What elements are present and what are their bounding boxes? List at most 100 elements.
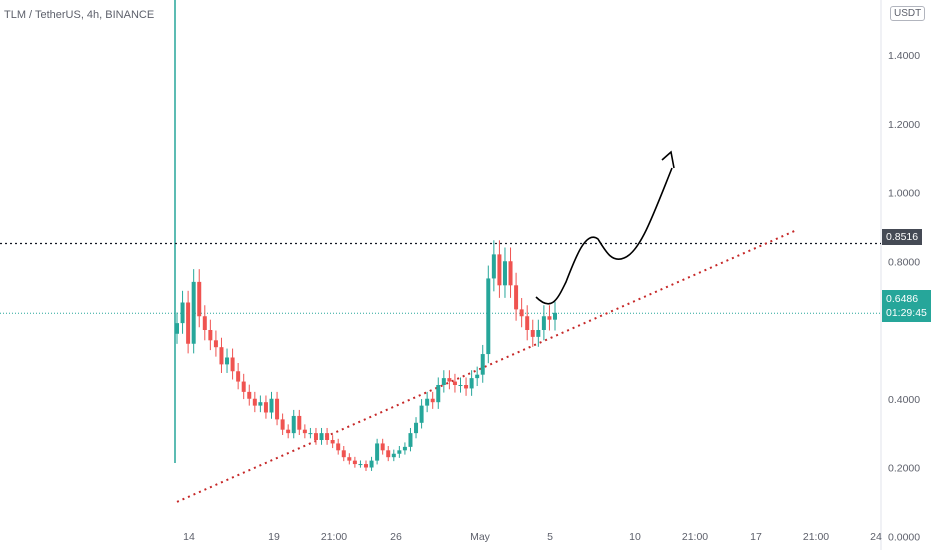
currency-unit-button[interactable]: USDT (890, 6, 926, 21)
x-tick-label: 21:00 (321, 531, 347, 543)
y-tick-label: 1.0000 (888, 188, 920, 200)
candle-body (486, 278, 491, 355)
candle-body (502, 261, 507, 286)
candle-body (430, 398, 435, 403)
candle-body (186, 302, 191, 344)
candle-body (380, 443, 385, 451)
candle-body (352, 460, 357, 465)
y-tick-label: 1.4000 (888, 50, 920, 62)
candle-body (419, 405, 424, 423)
candle-body (464, 385, 469, 389)
candle-body (547, 316, 552, 320)
candle-body (519, 309, 524, 317)
candle-body (330, 440, 335, 444)
candle-body (425, 398, 430, 406)
candle-body (197, 281, 202, 317)
candle-body (452, 381, 457, 385)
x-tick-label: 5 (547, 531, 553, 543)
candle-body (313, 433, 318, 440)
candle-body (202, 316, 207, 330)
candle-body (541, 316, 546, 330)
time-axis: 14 19 21:00 26 May 5 10 21:00 17 21:00 24 (183, 531, 882, 543)
resistance-value: 0.8516 (886, 231, 919, 243)
x-tick-label: 24 (870, 531, 882, 543)
y-tick-label: 0.2000 (888, 463, 920, 475)
projection-arrowhead (661, 150, 675, 169)
y-tick-label: 0.0000 (888, 531, 920, 543)
x-tick-label: 21:00 (682, 531, 708, 543)
projection-path (535, 167, 673, 305)
candle-body (219, 347, 224, 365)
candle-body (475, 374, 480, 379)
candle-body (225, 357, 230, 365)
candle-body (397, 450, 402, 454)
candle-body (213, 340, 218, 348)
candle-body (402, 446, 407, 451)
candle-body (375, 443, 380, 461)
candle-body (536, 330, 541, 337)
x-tick-label: 19 (268, 531, 280, 543)
candle-body (447, 378, 452, 382)
x-tick-label: 21:00 (803, 531, 829, 543)
candle-body (319, 433, 324, 440)
candle-body (302, 429, 307, 434)
candle-body (336, 443, 341, 451)
candle-body (241, 381, 246, 392)
candle-body (508, 261, 513, 286)
candle-body (469, 378, 474, 389)
candle-body (525, 316, 530, 330)
trend-line (176, 229, 797, 503)
candle-body (514, 285, 519, 310)
candle-body (480, 354, 485, 375)
candle-body (325, 433, 330, 440)
candle-body (441, 378, 446, 385)
candle-body (275, 398, 280, 420)
candle-body (208, 330, 213, 341)
candle-body (236, 371, 241, 382)
candle-body (458, 385, 463, 386)
candle-body (191, 281, 196, 344)
candle-body (180, 302, 185, 324)
symbol-title: TLM / TetherUS, 4h, BINANCE (4, 9, 155, 21)
candle-body (386, 450, 391, 458)
candle-body (230, 357, 235, 372)
candle-body (553, 312, 557, 320)
candle-body (414, 422, 419, 434)
candle-body (286, 429, 291, 434)
x-tick-label: 26 (390, 531, 402, 543)
candle-body (258, 402, 263, 406)
candle-body (364, 464, 368, 468)
candle-body (497, 254, 502, 286)
candle-body (280, 419, 285, 430)
y-tick-label: 1.2000 (888, 119, 920, 131)
resistance-price-tag: 0.8516 (882, 229, 923, 245)
candle-body (247, 391, 252, 399)
candle-body (358, 464, 363, 466)
y-tick-label: 0.4000 (888, 394, 920, 406)
x-tick-label: 17 (750, 531, 762, 543)
candle-body (269, 398, 274, 413)
candle-body (291, 415, 296, 434)
bar-countdown: 01:29:45 (886, 307, 927, 319)
candle-body (297, 415, 302, 430)
candles (175, 240, 557, 471)
candle-body (530, 330, 535, 337)
candle-body (347, 457, 352, 461)
candle-body (341, 450, 346, 458)
x-tick-label: May (470, 531, 491, 543)
candle-body (491, 254, 496, 279)
price-axis: 0.0000 0.2000 0.4000 0.8000 1.0000 1.2000 1.40… (888, 50, 920, 543)
candle-body (175, 323, 179, 334)
candle-body (436, 385, 441, 403)
x-tick-label: 10 (629, 531, 641, 543)
candle-body (308, 433, 313, 435)
current-price-tag: 0.6486 01:29:45 (882, 290, 931, 322)
current-price-value: 0.6486 (886, 293, 919, 305)
candle-body (408, 433, 413, 447)
x-tick-label: 14 (183, 531, 195, 543)
candle-body (252, 398, 257, 406)
candle-body (369, 460, 374, 468)
candle-body (263, 402, 268, 413)
y-tick-label: 0.8000 (888, 256, 920, 268)
